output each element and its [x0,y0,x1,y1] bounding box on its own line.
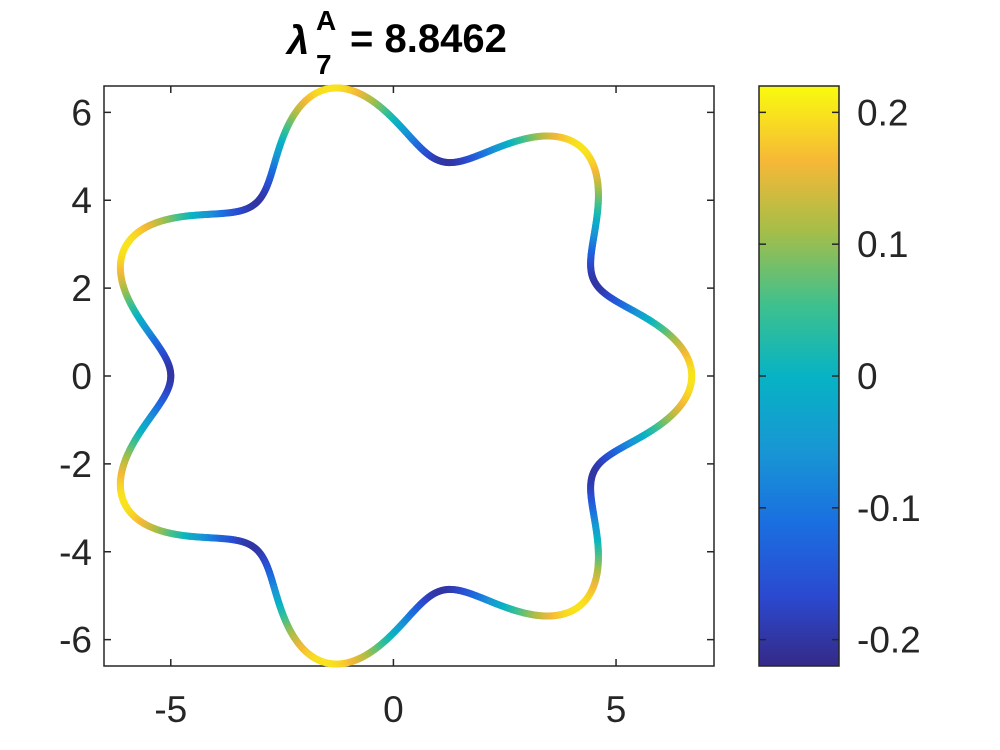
y-tick-label: -4 [59,532,92,573]
title-subscript: 7 [316,49,332,80]
y-tick-label: 0 [71,356,92,397]
x-tick-label: -5 [154,689,187,730]
y-tick-label: 4 [71,180,92,221]
y-tick-label: 6 [71,92,92,133]
y-tick-label: -6 [59,620,92,661]
title-symbol: λ [285,19,309,63]
colorbar-tick-label: -0.2 [857,620,921,661]
x-tick-label: 5 [606,689,627,730]
data-curve [116,84,696,668]
colorbar-ticks: 0.2 0.1 0 -0.1 -0.2 [759,92,921,661]
x-tick-label: 0 [383,689,404,730]
y-tick-label: 2 [71,268,92,309]
colorbar-tick-label: -0.1 [857,488,921,529]
axes-frame [103,85,715,667]
colorbar-gradient [759,86,839,666]
y-tick-label: -2 [59,444,92,485]
chart-title: λ A 7 = 8.8462 [285,5,507,80]
title-superscript: A [316,5,336,36]
colorbar: 0.2 0.1 0 -0.1 -0.2 [758,85,921,667]
colorbar-tick-label: 0.2 [857,92,908,133]
plot-area: -5 0 5 -6 -4 -2 0 2 4 6 [59,84,715,730]
colorbar-tick-label: 0 [857,356,878,397]
title-value: = 8.8462 [350,17,507,61]
colorbar-tick-label: 0.1 [857,224,908,265]
y-axis-ticks: -6 -4 -2 0 2 4 6 [59,92,714,661]
x-axis-ticks: -5 0 5 [154,86,626,730]
